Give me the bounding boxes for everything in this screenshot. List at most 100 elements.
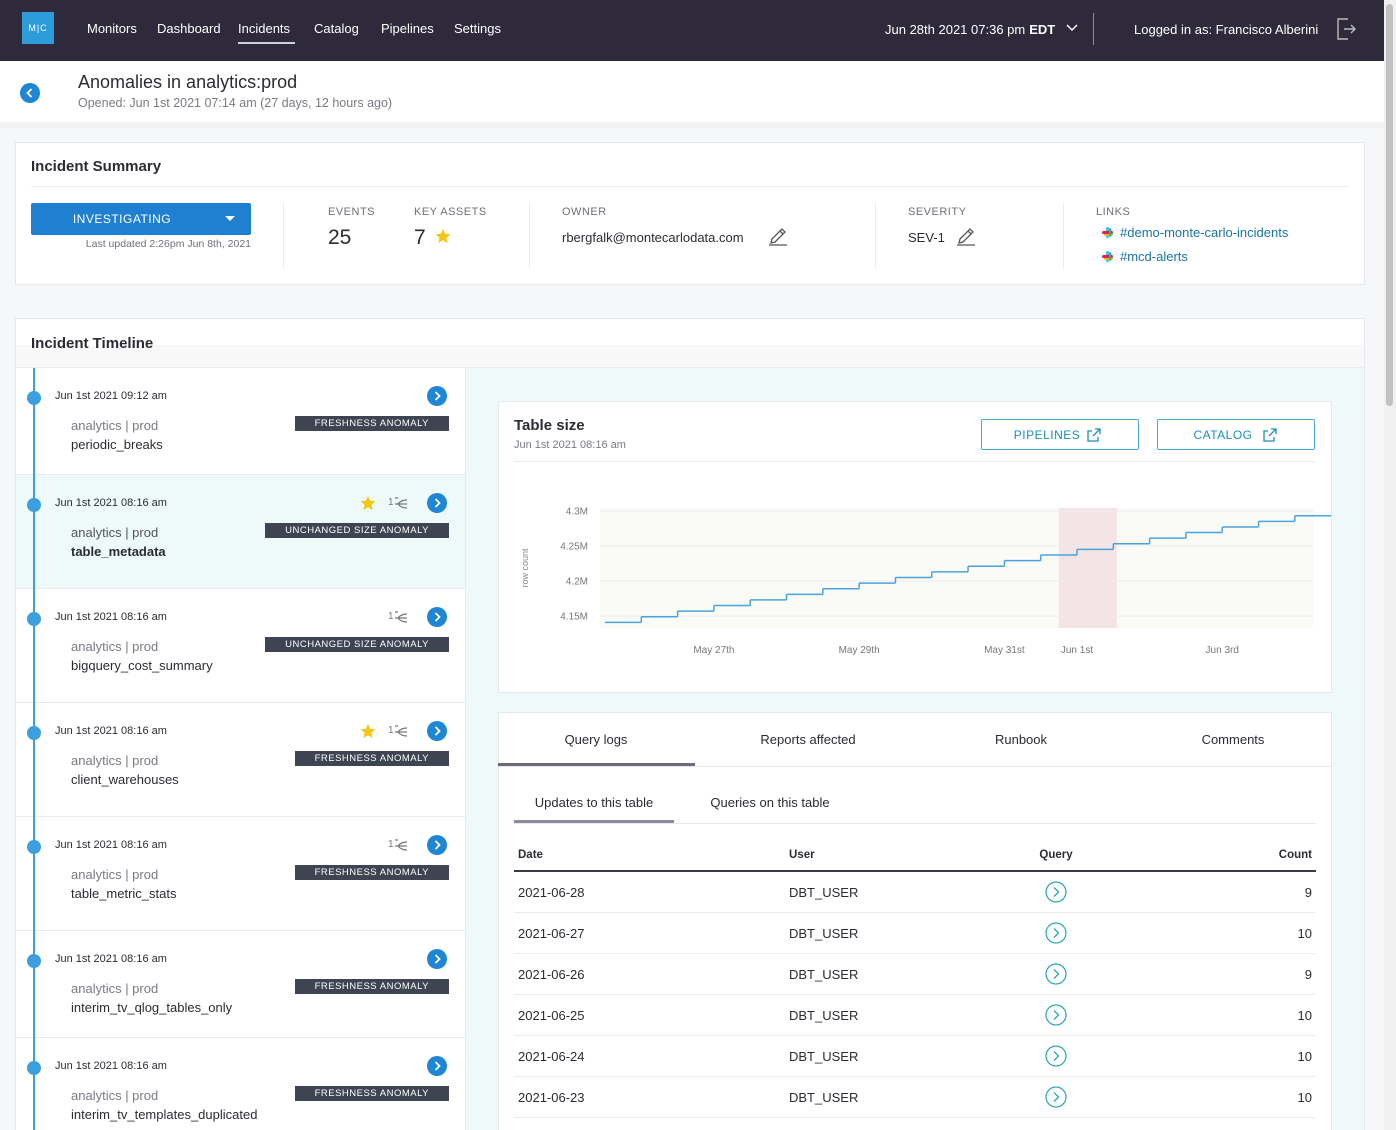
channel-link[interactable]: #demo-monte-carlo-incidents — [1120, 224, 1288, 241]
icon-part — [27, 840, 41, 854]
row-divider — [514, 994, 1316, 995]
query-button[interactable] — [1045, 881, 1067, 903]
cell-user: DBT_USER — [789, 925, 858, 942]
cell-date: 2021-06-27 — [518, 925, 585, 942]
x-tick-label: May 31st — [984, 645, 1025, 656]
icon-part — [1104, 234, 1113, 236]
icon-part — [1109, 252, 1111, 261]
tab[interactable]: Comments — [933, 731, 1396, 748]
nav-item[interactable]: Incidents — [238, 20, 290, 37]
logout-icon[interactable] — [1336, 18, 1356, 40]
x-tick-label: Jun 1st — [1061, 645, 1093, 656]
icon-part — [1067, 25, 1077, 30]
nav-timezone: EDT — [1029, 22, 1055, 37]
lineage-icon[interactable]: 1 — [388, 495, 408, 511]
icon-part — [427, 1056, 447, 1076]
icon-part — [27, 954, 41, 968]
open-event[interactable] — [427, 386, 447, 406]
cell-count: 10 — [1298, 1089, 1312, 1106]
cell-user: DBT_USER — [789, 966, 858, 983]
icon-part — [959, 229, 973, 243]
nav-date-caret[interactable] — [1066, 23, 1078, 33]
nav-item[interactable]: Monitors — [87, 20, 137, 37]
timeline-dot — [27, 498, 41, 512]
nav-item[interactable]: Catalog — [314, 20, 359, 37]
scrollbar-thumb[interactable] — [1386, 4, 1393, 406]
icon-part — [427, 493, 447, 513]
row-divider — [514, 953, 1316, 954]
icon-part — [395, 612, 407, 622]
subtab[interactable]: Queries on this table — [470, 794, 1070, 811]
icon-part — [427, 607, 447, 627]
summary-separator — [875, 203, 876, 268]
query-button[interactable] — [1045, 922, 1067, 944]
severity-label: SEVERITY — [908, 205, 966, 219]
nav-item[interactable]: Settings — [454, 20, 501, 37]
nav-active-underline — [238, 42, 295, 44]
open-event[interactable] — [427, 949, 447, 969]
open-event[interactable] — [427, 493, 447, 513]
query-button[interactable] — [1045, 963, 1067, 985]
owner-value: rbergfalk@montecarlodata.com — [562, 229, 744, 246]
icon-part — [1054, 1052, 1059, 1061]
icon-part — [1104, 258, 1113, 260]
row-divider — [514, 1117, 1316, 1118]
channel-link[interactable]: #mcd-alerts — [1120, 248, 1188, 265]
severity-edit[interactable] — [956, 226, 976, 246]
y-tick-label: 4.25M — [560, 541, 588, 552]
x-tick-label: May 27th — [693, 645, 734, 656]
cell-count: 9 — [1305, 966, 1312, 983]
timeline-dot — [27, 726, 41, 740]
subtabs-divider — [514, 823, 1316, 824]
icon-part — [1054, 888, 1059, 897]
cell-count: 10 — [1298, 925, 1312, 942]
key-assets-value: 7 — [414, 224, 426, 251]
event-table: interim_tv_templates_duplicated — [71, 1106, 257, 1123]
summary-divider — [31, 186, 1349, 187]
icon-part — [1054, 1093, 1059, 1102]
cell-user: DBT_USER — [789, 884, 858, 901]
lineage-icon[interactable]: 1 — [388, 609, 408, 625]
open-event[interactable] — [427, 1056, 447, 1076]
event-star[interactable] — [360, 495, 376, 511]
status-last-updated: Last updated 2:26pm Jun 8th, 2021 — [86, 237, 251, 251]
query-button[interactable] — [1045, 1004, 1067, 1026]
query-button[interactable] — [1045, 1045, 1067, 1067]
owner-edit[interactable] — [768, 226, 788, 246]
summary-separator — [529, 203, 530, 268]
cell-user: DBT_USER — [789, 1089, 858, 1106]
y-tick-label: 4.3M — [566, 506, 588, 517]
summary-separator — [1063, 203, 1064, 268]
column-header: Query — [756, 848, 1356, 863]
event-time: Jun 1st 2021 08:16 am — [55, 496, 167, 510]
icon-part — [1046, 1005, 1066, 1025]
status-caret[interactable] — [224, 215, 236, 223]
event-schema: analytics | prod — [71, 524, 158, 541]
query-button[interactable] — [1045, 1086, 1067, 1108]
events-value: 25 — [328, 224, 351, 251]
icon-part — [27, 1061, 41, 1075]
timeline-list-border — [465, 368, 466, 1130]
slack-icon — [1102, 251, 1113, 262]
icon-part — [427, 386, 447, 406]
icon-part — [395, 498, 407, 508]
links-label: LINKS — [1096, 205, 1130, 219]
table-size-chart: 4.15M4.2M4.25M4.3Mrow countMay 27thMay 2… — [498, 401, 1332, 693]
icon-part — [436, 229, 451, 243]
lineage-icon[interactable]: 1 — [388, 837, 408, 853]
nav-item[interactable]: Dashboard — [157, 20, 221, 37]
y-tick-label: 4.15M — [560, 612, 588, 623]
anomaly-badge: FRESHNESS ANOMALY — [295, 416, 449, 431]
open-event[interactable] — [427, 607, 447, 627]
icon-part — [395, 840, 407, 850]
icon-part — [1046, 923, 1066, 943]
nav-item[interactable]: Pipelines — [381, 20, 434, 37]
nav-datetime[interactable]: Jun 28th 2021 07:36 pmEDT — [885, 21, 1055, 38]
icon-part: 1 — [388, 611, 394, 622]
back-button[interactable] — [20, 83, 40, 103]
icon-part — [1046, 882, 1066, 902]
timeline-dot — [27, 391, 41, 405]
open-event[interactable] — [427, 835, 447, 855]
key-assets-star — [435, 228, 451, 244]
slack-icon — [1102, 227, 1113, 238]
